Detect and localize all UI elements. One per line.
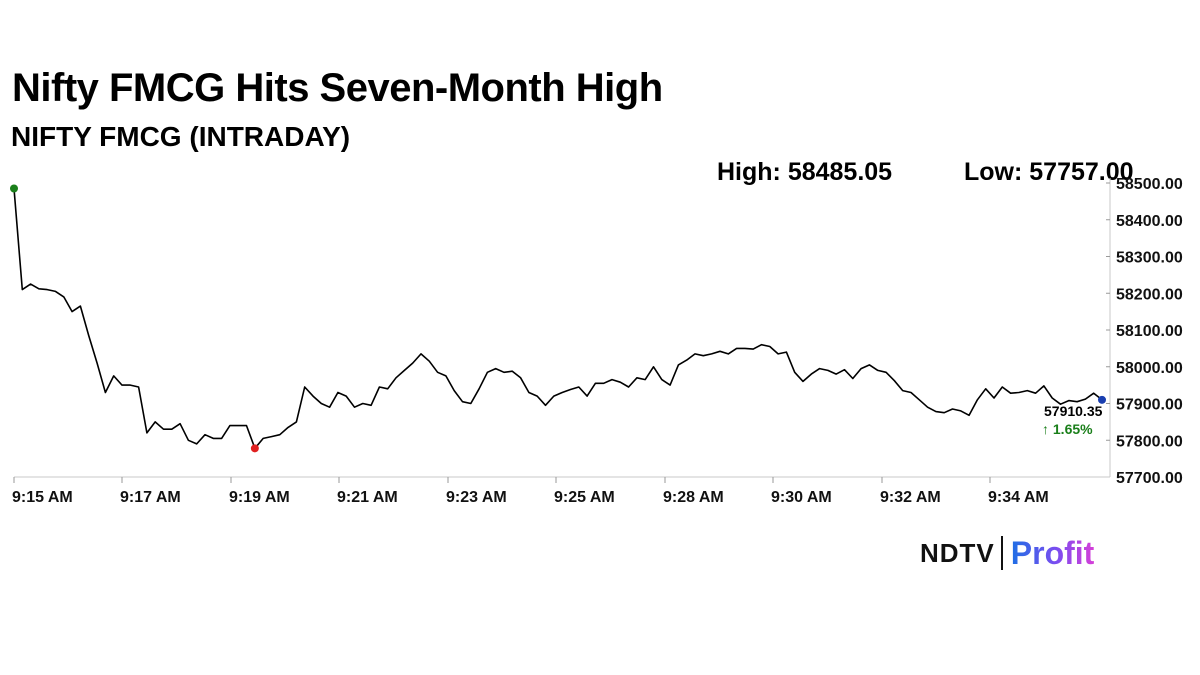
- y-tick-label: 57800.00: [1116, 433, 1183, 450]
- brand-divider: [1000, 536, 1003, 570]
- x-tick-label: 9:30 AM: [771, 489, 832, 506]
- last-point-marker: [1098, 395, 1106, 404]
- y-tick-label: 57700.00: [1116, 470, 1183, 487]
- y-tick-label: 58100.00: [1116, 323, 1183, 340]
- page-title: Nifty FMCG Hits Seven-Month High: [12, 66, 663, 110]
- chart-subtitle: NIFTY FMCG (INTRADAY): [11, 121, 351, 152]
- y-tick-label: 57900.00: [1116, 397, 1183, 414]
- x-tick-label: 9:34 AM: [988, 489, 1049, 506]
- low-value-label: Low: 57757.00: [964, 158, 1134, 186]
- last-value-label: 57910.35: [1044, 403, 1103, 419]
- y-tick-label: 58400.00: [1116, 213, 1183, 230]
- x-tick-label: 9:21 AM: [337, 489, 398, 506]
- change-percent-label: ↑ 1.65%: [1042, 421, 1093, 437]
- y-axis: 58500.00 58400.00 58300.00 58200.00 58100.00…: [1106, 176, 1183, 487]
- markers: [10, 184, 1106, 453]
- x-tick-label: 9:28 AM: [663, 489, 724, 506]
- brand-profit: Profit: [1010, 534, 1095, 571]
- x-tick-label: 9:17 AM: [120, 489, 181, 506]
- y-tick-label: 58300.00: [1116, 250, 1183, 267]
- series-line: [13, 188, 1103, 450]
- y-tick-label: 58000.00: [1116, 360, 1183, 377]
- x-tick-label: 9:25 AM: [554, 489, 615, 506]
- brand-logo: NDTV Profit: [920, 533, 1094, 573]
- brand-ndtv: NDTV: [920, 537, 995, 568]
- y-tick-label: 58500.00: [1116, 176, 1183, 193]
- low-point-marker: [250, 444, 259, 453]
- x-tick-label: 9:23 AM: [446, 489, 507, 506]
- high-point-marker: [10, 184, 18, 193]
- x-axis: 9:15 AM 9:17 AM 9:19 AM 9:21 AM 9:23 AM 9:25 …: [12, 476, 1110, 506]
- high-value-label: High: 58485.05: [717, 158, 893, 186]
- x-tick-label: 9:15 AM: [12, 489, 73, 506]
- y-tick-label: 58200.00: [1116, 286, 1183, 303]
- x-tick-label: 9:32 AM: [880, 489, 941, 506]
- x-tick-label: 9:19 AM: [229, 489, 290, 506]
